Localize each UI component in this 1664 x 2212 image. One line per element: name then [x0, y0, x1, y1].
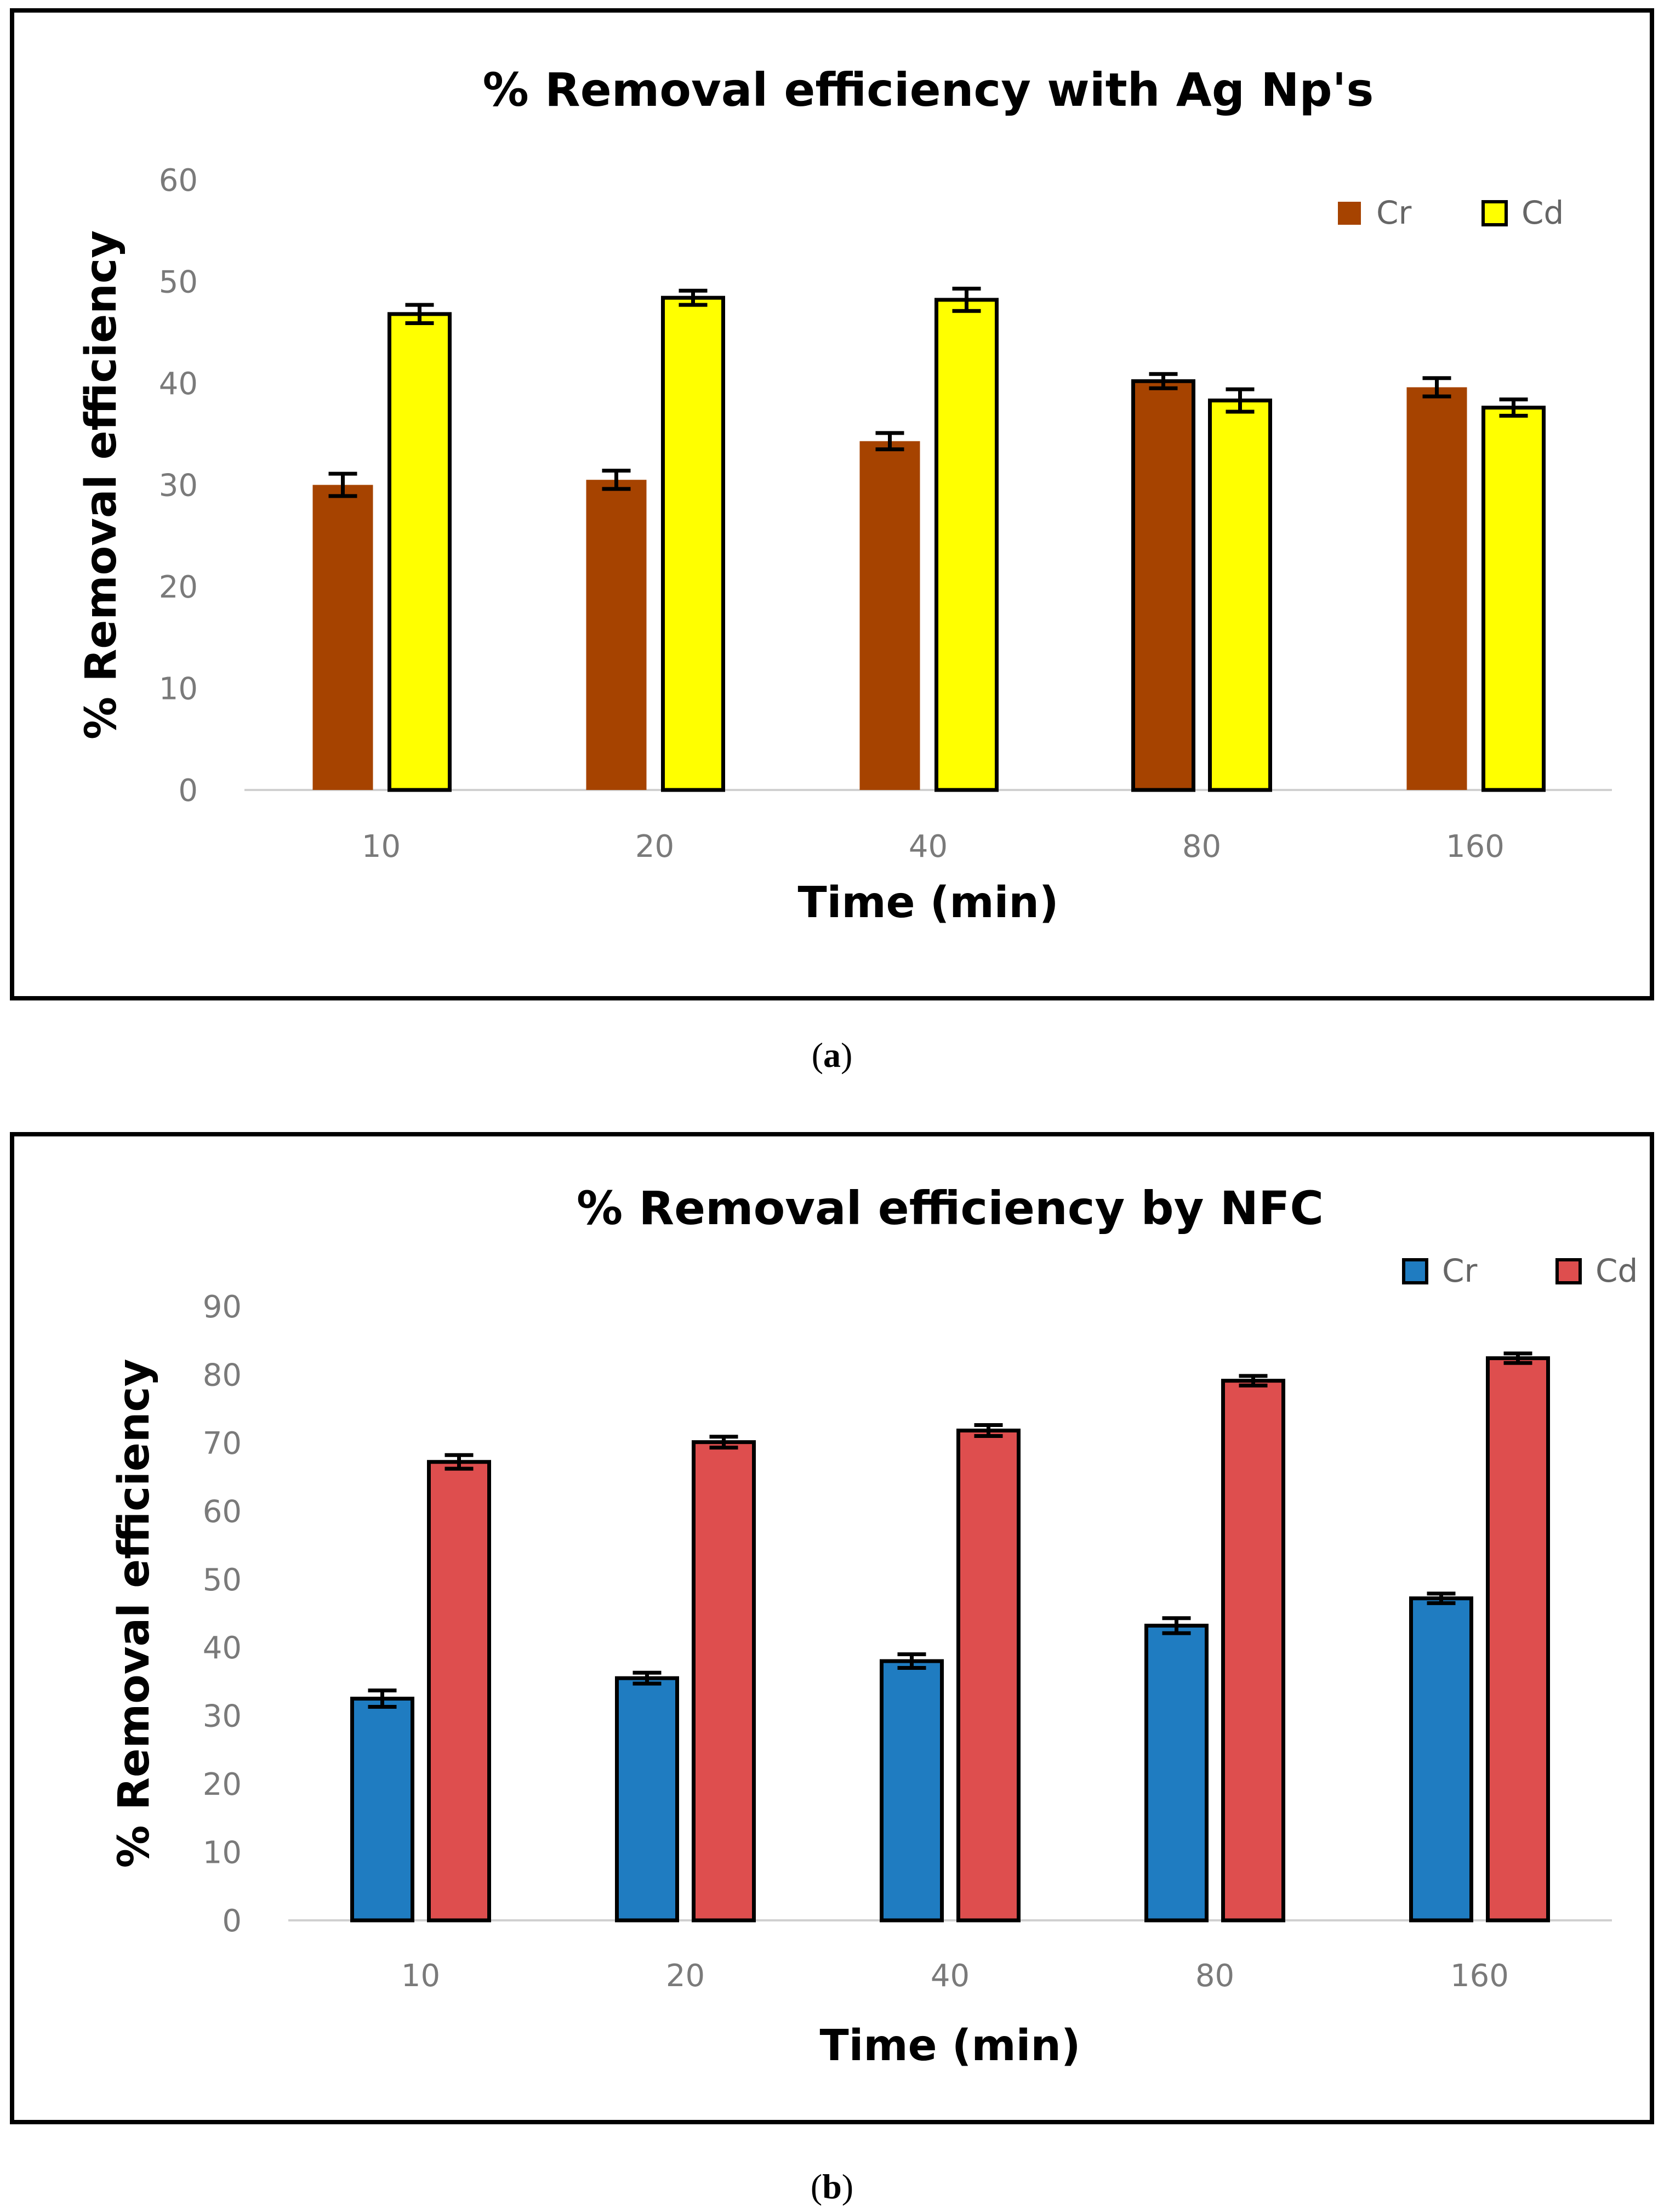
y-axis-title: % Removal efficiency	[77, 230, 126, 740]
y-tick-label: 50	[159, 265, 198, 300]
bar-cr-10	[312, 485, 373, 790]
y-tick-label: 30	[203, 1699, 242, 1735]
y-axis-title: % Removal efficiency	[110, 1359, 159, 1868]
x-axis-title: Time (min)	[797, 878, 1058, 928]
x-tick-label: 10	[362, 829, 401, 865]
chart-panel-a: % Removal efficiency with Ag Np's 0 10 20 30…	[10, 8, 1654, 1000]
bar-cd-10	[387, 312, 452, 792]
legend-swatch-cd	[1555, 1258, 1582, 1284]
bar-cd-80	[1208, 399, 1272, 792]
bar-cd-10	[427, 1460, 491, 1923]
y-tick-label: 20	[203, 1767, 242, 1802]
bar-cd-160	[1486, 1356, 1550, 1923]
x-tick-label: 40	[909, 829, 948, 865]
x-tick-label: 20	[635, 829, 674, 865]
x-tick-label: 80	[1182, 829, 1221, 865]
bar-cr-10	[350, 1697, 414, 1923]
legend-label-cd: Cd	[1595, 1252, 1638, 1289]
bar-cr-40	[880, 1659, 944, 1923]
bar-cd-20	[661, 295, 725, 792]
bar-cd-160	[1481, 406, 1546, 792]
y-tick-label: 0	[222, 1903, 242, 1939]
panel-label-a: (a)	[811, 1036, 853, 1074]
legend-swatch-cr	[1338, 202, 1361, 225]
x-tick-label: 160	[1446, 829, 1505, 865]
y-tick-label: 40	[203, 1630, 242, 1666]
bar-cr-40	[859, 441, 920, 790]
chart-title: % Removal efficiency by NFC	[577, 1181, 1324, 1235]
legend-label-cr: Cr	[1376, 194, 1411, 231]
y-tick-label: 60	[159, 163, 198, 198]
panel-label-b: (b)	[810, 2167, 854, 2206]
y-tick-label: 10	[159, 672, 198, 707]
legend-label-cr: Cr	[1442, 1252, 1477, 1289]
x-tick-label: 80	[1195, 1958, 1234, 1994]
y-tick-label: 50	[203, 1562, 242, 1598]
legend-swatch-cd	[1481, 200, 1508, 226]
chart-b-svg: % Removal efficiency by NFC 0 10 20 30 40 50 60…	[110, 1181, 1638, 2071]
chart-title: % Removal efficiency with Ag Np's	[483, 63, 1374, 117]
y-tick-label: 30	[159, 468, 198, 504]
y-tick-label: 60	[203, 1494, 242, 1529]
x-tick-label: 40	[931, 1958, 970, 1994]
chart-a-svg: % Removal efficiency with Ag Np's 0 10 20 30…	[77, 63, 1612, 928]
y-tick-label: 70	[203, 1426, 242, 1462]
y-tick-label: 90	[203, 1289, 242, 1325]
bar-cd-80	[1221, 1379, 1285, 1923]
chart-panel-b: % Removal efficiency by NFC 0 10 20 30 40 50 60…	[10, 1132, 1654, 2124]
bar-cr-20	[586, 480, 647, 790]
y-tick-label: 0	[178, 773, 198, 809]
x-tick-label: 160	[1450, 1958, 1509, 1994]
y-tick-label: 10	[203, 1835, 242, 1871]
y-tick-label: 20	[159, 570, 198, 605]
bar-cd-40	[934, 298, 999, 792]
y-tick-label: 80	[203, 1357, 242, 1393]
legend-swatch-cr	[1402, 1258, 1428, 1284]
bar-cr-20	[615, 1676, 679, 1923]
x-axis-title: Time (min)	[819, 2021, 1080, 2071]
bar-cr-160	[1406, 387, 1467, 790]
bar-cd-40	[956, 1428, 1021, 1923]
x-tick-label: 10	[401, 1958, 440, 1994]
legend-label-cd: Cd	[1521, 194, 1564, 231]
bar-cr-80	[1144, 1623, 1209, 1923]
x-tick-label: 20	[666, 1958, 705, 1994]
bar-cd-20	[692, 1440, 756, 1923]
bar-cr-80	[1131, 379, 1195, 792]
y-tick-label: 40	[159, 366, 198, 402]
bar-cr-160	[1409, 1596, 1473, 1923]
